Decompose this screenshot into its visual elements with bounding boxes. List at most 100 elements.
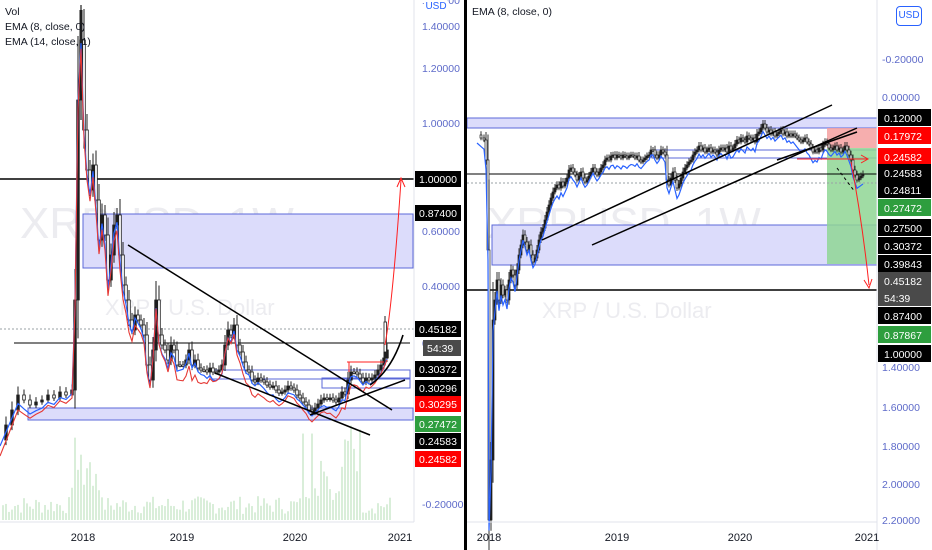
price-label: 0.24583: [419, 436, 457, 448]
red-down-arrow: [850, 161, 870, 286]
demand-zone: [27, 407, 414, 421]
candle-body: [563, 181, 567, 187]
price-label-bg: [878, 289, 931, 306]
volume-bar: [218, 508, 220, 520]
volume-bar: [272, 511, 274, 520]
candle-body: [289, 385, 293, 389]
volume-bar: [389, 497, 391, 520]
candle-body: [142, 324, 146, 336]
candle-body: [163, 344, 167, 351]
volume-bar: [5, 503, 7, 520]
volume-bar: [344, 439, 346, 520]
candle-body: [211, 367, 215, 373]
price-label-bg: [878, 272, 931, 289]
price-label: 0.30296: [419, 383, 457, 395]
volume-bar: [257, 496, 259, 520]
legend-vol[interactable]: Vol: [5, 6, 20, 18]
pane-divider[interactable]: [464, 0, 467, 550]
price-label-bg: [415, 416, 461, 432]
volume-bar: [269, 505, 271, 520]
volume-bar: [245, 507, 247, 520]
candle-body: [821, 144, 825, 151]
candle-body: [763, 123, 767, 129]
x-tick-label: 2018: [477, 532, 501, 544]
candle-body: [577, 175, 581, 181]
volume-bar: [233, 500, 235, 520]
volume-bar: [191, 500, 193, 520]
volume-bar: [179, 509, 181, 520]
price-label-bg: [415, 433, 461, 449]
volume-bar: [158, 506, 160, 520]
volume-bar: [80, 454, 82, 520]
candle-body: [529, 244, 533, 256]
right-currency-button[interactable]: USD: [896, 6, 922, 26]
volume-bar: [254, 512, 256, 520]
legend-ema8[interactable]: EMA (8, close, 0): [5, 21, 85, 33]
y-tick-label: 1.20000: [422, 63, 460, 75]
volume-bar: [242, 513, 244, 520]
candle-body: [271, 385, 275, 388]
candle-body: [805, 137, 809, 143]
price-label: 0.45182: [884, 276, 922, 288]
supply-zone: [82, 213, 414, 269]
candle-body: [679, 177, 683, 185]
y-tick-label: 1.00000: [422, 118, 460, 130]
candle-body: [847, 149, 851, 156]
candle-body: [659, 149, 663, 156]
candle-body: [160, 334, 164, 346]
volume-bar: [338, 491, 340, 520]
volume-bar: [215, 513, 217, 520]
volume-bar: [83, 484, 85, 520]
volume-bar: [173, 506, 175, 520]
demand-zone: [491, 224, 878, 266]
x-tick-label: 2018: [71, 532, 95, 544]
candle-body: [304, 401, 308, 406]
volume-bar: [335, 493, 337, 520]
candle-body: [755, 133, 759, 143]
volume-bar: [209, 502, 211, 520]
volume-bar: [221, 507, 223, 520]
price-label-bg: [423, 340, 461, 356]
candle-body: [573, 171, 577, 176]
volume-bar: [287, 511, 289, 520]
price-label: 0.24582: [419, 454, 457, 466]
legend-ema8-right[interactable]: EMA (8, close, 0): [472, 6, 552, 18]
volume-bar: [206, 500, 208, 520]
candle-body: [268, 384, 272, 388]
candle-body: [205, 369, 209, 373]
volume-bar: [383, 507, 385, 520]
volume-bar: [350, 425, 352, 520]
candle-body: [661, 149, 665, 153]
candle-body: [745, 135, 749, 143]
volume-bar: [197, 496, 199, 520]
volume-bar: [74, 437, 76, 520]
right-chart-pane[interactable]: XRPUSD, 1W XRP / U.S. Dollar -0.20000 0.000…: [467, 0, 932, 550]
candle-body: [827, 143, 831, 149]
ema14-line: [0, 48, 388, 457]
volume-bar: [146, 501, 148, 520]
candle-body: [747, 135, 751, 139]
candle-body: [705, 149, 709, 153]
price-label: 0.30372: [884, 241, 922, 253]
legend-ema14[interactable]: EMA (14, close, 1): [5, 36, 91, 48]
price-label: 0.27500: [884, 223, 922, 235]
projection-arrowhead: [396, 176, 406, 188]
candle-body: [280, 391, 284, 394]
volume-bar: [200, 497, 202, 520]
candle-body: [757, 131, 761, 135]
left-currency-label[interactable]: USD: [424, 0, 448, 16]
volume-bar: [380, 506, 382, 520]
volume-bar: [53, 511, 55, 520]
candle-body: [325, 397, 329, 400]
volume-bar: [35, 499, 37, 520]
volume-bar: [98, 490, 100, 520]
candle-body: [22, 394, 26, 401]
candle-body: [352, 371, 356, 374]
candle-body: [627, 155, 631, 159]
price-label: 0.24583: [884, 168, 922, 180]
volume-bar: [320, 460, 322, 520]
volume-bar: [167, 498, 169, 520]
